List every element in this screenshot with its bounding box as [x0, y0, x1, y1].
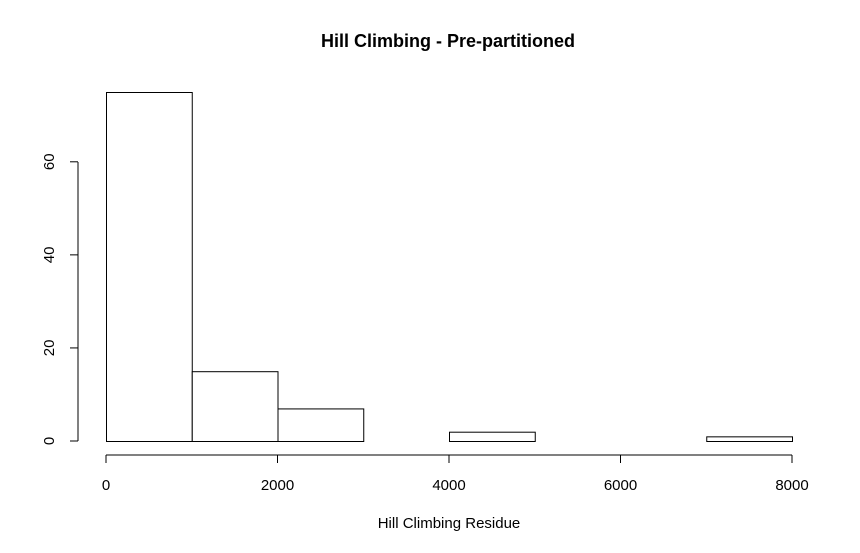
x-axis: 0 2000 4000 6000 8000 [102, 454, 809, 494]
x-tick-label-3: 6000 [604, 477, 637, 494]
y-tick-label-0: 0 [41, 437, 58, 445]
histogram-bar-4 [449, 431, 536, 442]
y-tick-label-3: 60 [41, 153, 58, 170]
histogram-bars [106, 92, 793, 443]
histogram-bar-1 [191, 371, 279, 443]
x-tick-label-1: 2000 [261, 477, 294, 494]
y-tick-label-1: 20 [41, 340, 58, 357]
x-tick-label-0: 0 [102, 477, 110, 494]
y-axis: 0 20 40 60 [41, 153, 79, 445]
x-tick-label-4: 8000 [775, 477, 808, 494]
chart-title: Hill Climbing - Pre-partitioned [321, 31, 575, 51]
histogram-bar-2 [277, 408, 365, 442]
histogram-bar-7 [706, 436, 793, 443]
x-axis-label: Hill Climbing Residue [378, 515, 521, 532]
histogram-bar-0 [106, 92, 193, 442]
x-tick-label-2: 4000 [432, 477, 465, 494]
y-tick-label-2: 40 [41, 247, 58, 264]
